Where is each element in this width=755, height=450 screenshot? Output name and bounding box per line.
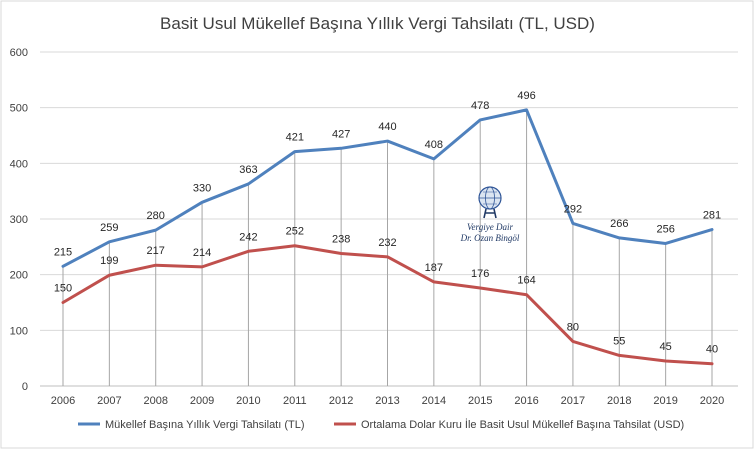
data-label-tl: 363 xyxy=(239,164,257,176)
atlas-figure-icon xyxy=(483,208,497,219)
data-label-tl: 256 xyxy=(656,223,674,235)
chart-title: Basit Usul Mükellef Başına Yıllık Vergi … xyxy=(160,14,595,33)
x-tick-label: 2014 xyxy=(422,395,446,407)
y-tick-label: 600 xyxy=(10,47,28,59)
x-tick-label: 2011 xyxy=(283,395,307,407)
data-label-usd: 252 xyxy=(286,226,304,238)
x-tick-label: 2013 xyxy=(375,395,399,407)
x-tick-label: 2016 xyxy=(514,395,538,407)
data-label-tl: 421 xyxy=(286,132,304,144)
data-label-tl: 266 xyxy=(610,218,628,230)
data-label-tl: 408 xyxy=(425,139,443,151)
watermark-line1: Vergiye Dair xyxy=(467,222,513,232)
data-label-usd: 232 xyxy=(378,237,396,249)
data-label-usd: 80 xyxy=(567,321,579,333)
series-line-tl xyxy=(61,108,714,268)
x-tick-label: 2019 xyxy=(653,395,677,407)
y-tick-label: 100 xyxy=(10,325,28,337)
data-label-usd: 55 xyxy=(613,335,625,347)
data-label-usd: 187 xyxy=(425,262,443,274)
x-tick-label: 2008 xyxy=(143,395,167,407)
y-tick-label: 500 xyxy=(10,103,28,115)
data-label-usd: 242 xyxy=(239,231,257,243)
y-tick-label: 0 xyxy=(22,381,28,393)
x-tick-label: 2006 xyxy=(51,395,75,407)
data-label-tl: 259 xyxy=(100,222,118,234)
y-tick-label: 400 xyxy=(10,158,28,170)
x-tick-label: 2015 xyxy=(468,395,492,407)
data-label-tl: 281 xyxy=(703,210,721,222)
data-label-usd: 150 xyxy=(54,283,72,295)
x-tick-label: 2018 xyxy=(607,395,631,407)
globe-latitudes xyxy=(483,191,497,205)
x-tick-label: 2010 xyxy=(236,395,260,407)
y-tick-label: 200 xyxy=(10,270,28,282)
data-label-usd: 40 xyxy=(706,344,718,356)
data-label-usd: 164 xyxy=(517,275,535,287)
y-tick-label: 300 xyxy=(10,214,28,226)
data-label-tl: 496 xyxy=(517,90,535,102)
data-label-tl: 478 xyxy=(471,100,489,112)
data-label-usd: 238 xyxy=(332,234,350,246)
x-tick-label: 2009 xyxy=(190,395,214,407)
data-label-usd: 214 xyxy=(193,247,211,259)
data-label-usd: 199 xyxy=(100,255,118,267)
data-label-tl: 215 xyxy=(54,246,72,258)
data-label-tl: 280 xyxy=(147,210,165,222)
data-label-tl: 440 xyxy=(378,121,396,133)
legend-label-usd: Ortalama Dolar Kuru İle Basit Usul Mükel… xyxy=(361,418,684,431)
x-tick-label: 2020 xyxy=(700,395,724,407)
x-tick-label: 2007 xyxy=(97,395,121,407)
data-label-tl: 330 xyxy=(193,182,211,194)
watermark-line2: Dr. Ozan Bingöl xyxy=(460,233,520,243)
x-tick-label: 2017 xyxy=(561,395,585,407)
data-label-tl: 292 xyxy=(564,203,582,215)
data-label-usd: 45 xyxy=(660,341,672,353)
data-label-tl: 427 xyxy=(332,128,350,140)
series-line-usd xyxy=(61,244,714,366)
x-tick-label: 2012 xyxy=(329,395,353,407)
data-label-usd: 217 xyxy=(147,245,165,257)
data-label-usd: 176 xyxy=(471,268,489,280)
legend-label-tl: Mükellef Başına Yıllık Vergi Tahsilatı (… xyxy=(105,419,305,431)
